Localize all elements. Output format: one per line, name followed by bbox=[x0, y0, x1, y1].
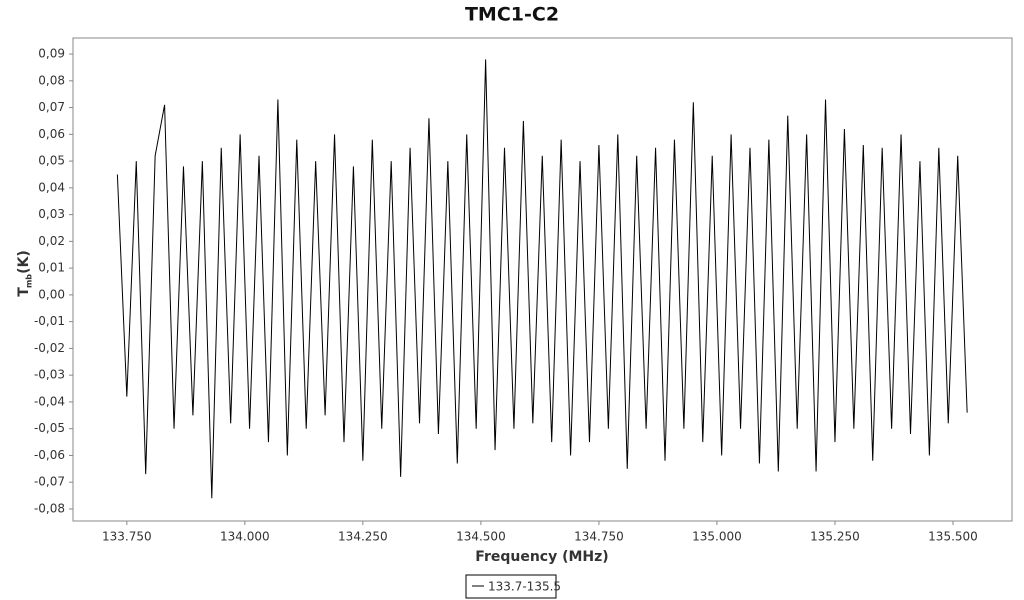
x-axis-title: Frequency (MHz) bbox=[475, 549, 608, 565]
y-tick-label: -0,08 bbox=[34, 501, 65, 515]
x-tick-label: 135.000 bbox=[692, 530, 742, 544]
x-tick-label: 135.250 bbox=[810, 530, 860, 544]
y-tick-label: 0,01 bbox=[38, 261, 65, 275]
legend bbox=[465, 574, 557, 599]
x-tick-label: 134.000 bbox=[220, 530, 270, 544]
plot-frame bbox=[72, 37, 1013, 522]
y-tick-label: 0,03 bbox=[38, 207, 65, 221]
y-tick-label: 0,05 bbox=[38, 154, 65, 168]
y-tick-label: 0,04 bbox=[38, 180, 65, 194]
y-tick-label: -0,02 bbox=[34, 341, 65, 355]
x-tick-label: 134.250 bbox=[338, 530, 388, 544]
chart-title: TMC1-C2 bbox=[465, 4, 559, 26]
x-tick-label: 135.500 bbox=[928, 530, 978, 544]
x-tick-label: 133.750 bbox=[102, 530, 152, 544]
y-axis-title: T mb (K) bbox=[16, 250, 34, 297]
y-tick-label: 0,00 bbox=[38, 287, 65, 301]
y-tick-label: 0,07 bbox=[38, 100, 65, 114]
y-tick-label: -0,04 bbox=[34, 394, 65, 408]
y-axis-title-main: T bbox=[16, 287, 32, 297]
y-tick-label: -0,07 bbox=[34, 475, 65, 489]
y-tick-label: -0,01 bbox=[34, 314, 65, 328]
series-line bbox=[116, 59, 968, 499]
y-tick-label: -0,03 bbox=[34, 368, 65, 382]
y-tick-label: 0,08 bbox=[38, 73, 65, 87]
y-tick-label: 0,02 bbox=[38, 234, 65, 248]
y-axis-title-sub: mb bbox=[25, 274, 34, 288]
y-axis-title-unit: (K) bbox=[16, 250, 32, 274]
y-tick-label: 0,06 bbox=[38, 127, 65, 141]
x-tick-label: 134.500 bbox=[456, 530, 506, 544]
y-tick-label: -0,06 bbox=[34, 448, 65, 462]
y-tick-label: 0,09 bbox=[38, 47, 65, 61]
y-tick-label: -0,05 bbox=[34, 421, 65, 435]
x-tick-label: 134.750 bbox=[574, 530, 624, 544]
legend-label: 133.7-135.5 bbox=[488, 580, 561, 594]
